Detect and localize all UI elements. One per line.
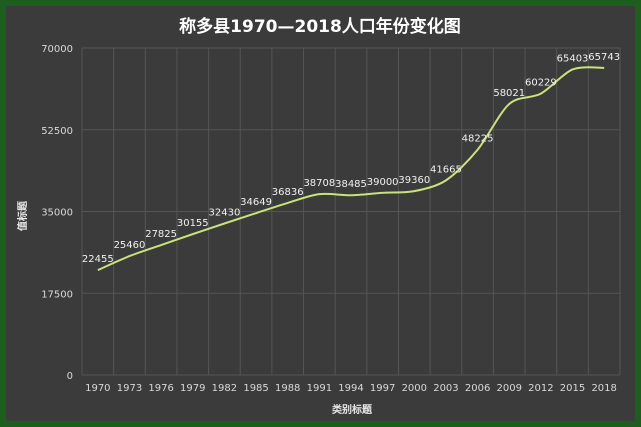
series-line (97, 66, 605, 272)
chart-title: 称多县1970—2018人口年份变化图 (179, 16, 461, 37)
y-axis-ticks: 0 17500 35000 52500 70000 (41, 44, 73, 382)
x-tick-label: 2012 (528, 383, 553, 394)
x-tick-label: 1988 (275, 383, 300, 394)
data-label: 38708 (303, 178, 335, 189)
data-label: 38485 (335, 179, 367, 190)
x-tick-label: 1994 (338, 383, 363, 394)
chart-frame: 称多县1970—2018人口年份变化图 0 17500 35000 52500 7000… (6, 6, 635, 421)
data-labels: 2245525460278253015532430346493683638708… (82, 52, 620, 265)
y-axis-title: 值标题 (16, 200, 29, 231)
data-label: 65403 (557, 53, 589, 64)
x-axis-title: 类别标题 (332, 403, 373, 416)
x-tick-label: 1979 (180, 383, 205, 394)
x-tick-label: 1970 (85, 383, 110, 394)
x-tick-label: 2009 (497, 383, 522, 394)
data-label: 60229 (525, 78, 557, 89)
x-axis-ticks: 1970 1973 1976 1979 1982 1985 1988 1991 1994 1997… (85, 383, 617, 394)
data-label: 30155 (177, 218, 209, 229)
data-label: 32430 (209, 208, 241, 219)
y-tick-label: 70000 (41, 44, 73, 55)
x-tick-label: 2018 (591, 383, 616, 394)
x-tick-label: 2006 (465, 383, 490, 394)
x-tick-label: 1997 (370, 383, 395, 394)
x-tick-label: 1976 (148, 383, 173, 394)
x-tick-label: 1973 (117, 383, 142, 394)
y-tick-label: 0 (67, 371, 73, 382)
x-tick-label: 2003 (433, 383, 458, 394)
data-label: 39000 (367, 177, 399, 188)
data-label: 48225 (462, 134, 494, 145)
y-tick-label: 35000 (41, 208, 73, 219)
data-label: 34649 (240, 197, 272, 208)
x-tick-label: 2015 (560, 383, 585, 394)
data-label: 39360 (398, 175, 430, 186)
y-tick-label: 52500 (41, 126, 73, 137)
gridlines (81, 47, 621, 376)
data-label: 27825 (145, 229, 177, 240)
data-label: 65743 (588, 52, 620, 63)
data-label: 25460 (114, 240, 146, 251)
line-chart: 称多县1970—2018人口年份变化图 0 17500 35000 52500 7000… (16, 16, 621, 416)
x-tick-label: 1985 (243, 383, 268, 394)
data-label: 22455 (82, 254, 114, 265)
x-tick-label: 1982 (212, 383, 237, 394)
y-tick-label: 17500 (41, 289, 73, 300)
data-label: 41665 (430, 164, 462, 175)
data-label: 36836 (272, 187, 304, 198)
data-label: 58021 (493, 88, 525, 99)
x-tick-label: 2000 (402, 383, 427, 394)
x-tick-label: 1991 (307, 383, 332, 394)
